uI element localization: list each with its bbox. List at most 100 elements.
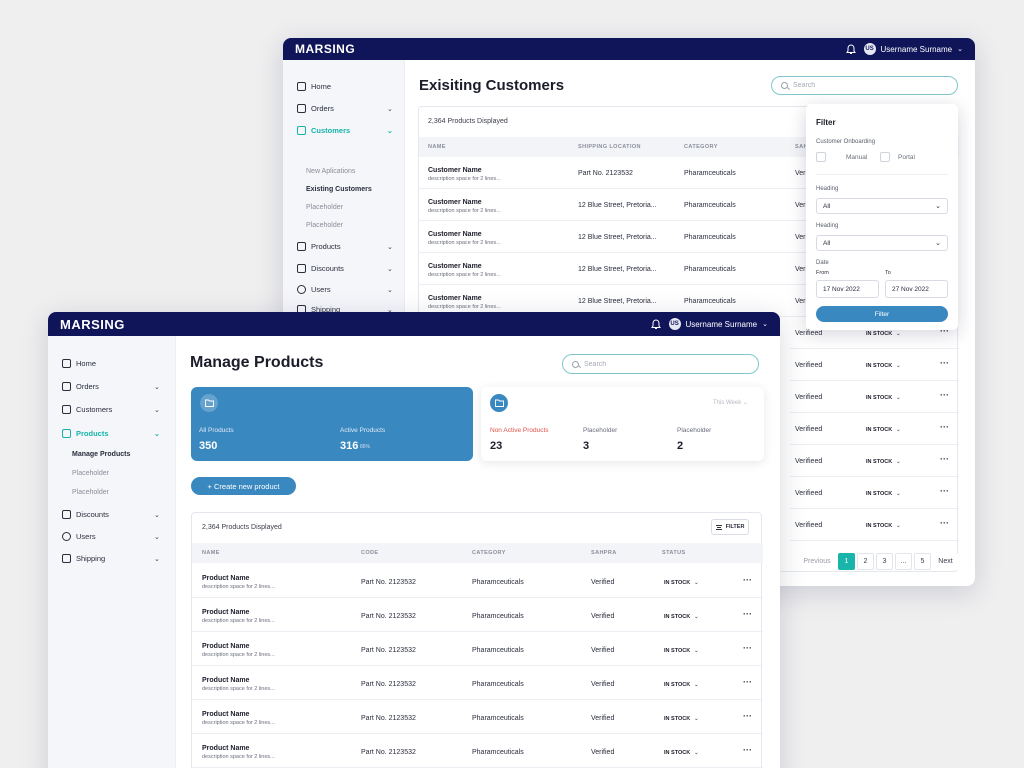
bell-icon[interactable] — [650, 318, 661, 330]
more-icon[interactable]: ··· — [940, 518, 949, 528]
sidebar-item-orders[interactable]: Orders ⌄ — [62, 382, 162, 391]
manual-checkbox[interactable]: Manual — [816, 152, 867, 162]
product-description: description space for 2 lines... — [202, 618, 275, 624]
search-box[interactable] — [562, 354, 759, 374]
bell-icon[interactable] — [845, 43, 856, 55]
table-row[interactable]: Product Name description space for 2 lin… — [192, 632, 763, 666]
search-box[interactable] — [771, 76, 958, 95]
filter-button[interactable]: FILTER — [711, 519, 749, 535]
table-row[interactable]: Product Name description space for 2 lin… — [192, 666, 763, 700]
user-name[interactable]: Username Surname — [880, 44, 953, 54]
sidebar-item-home[interactable]: Home — [62, 359, 96, 368]
stock-status[interactable]: IN STOCK ⌄ — [664, 614, 699, 620]
pagination-page-2[interactable]: 2 — [857, 553, 874, 570]
table-row[interactable]: Product Name description space for 2 lin… — [192, 700, 763, 734]
create-product-button[interactable]: + Create new product — [191, 477, 296, 495]
sidebar-sub-placeholder[interactable]: Placeholder — [72, 489, 109, 496]
pagination-page-5[interactable]: 5 — [914, 553, 931, 570]
sidebar-item-discounts[interactable]: Discounts ⌄ — [297, 264, 393, 273]
sidebar-item-products[interactable]: Products ⌄ — [62, 429, 162, 438]
pagination-next[interactable]: Next — [933, 553, 958, 570]
stock-status[interactable]: IN STOCK ⌄ — [866, 363, 901, 369]
user-name[interactable]: Username Surname — [685, 319, 758, 329]
pagination-page-1[interactable]: 1 — [838, 553, 855, 570]
date-to-field[interactable]: 27 Nov 2022 — [885, 280, 948, 298]
more-icon[interactable]: ··· — [940, 422, 949, 432]
stock-status[interactable]: IN STOCK ⌄ — [664, 580, 699, 586]
stock-status[interactable]: IN STOCK ⌄ — [866, 491, 901, 497]
users-icon — [62, 405, 71, 414]
user-icon — [62, 532, 71, 541]
more-icon[interactable]: ··· — [940, 358, 949, 368]
table-row[interactable]: Verifieed IN STOCK ⌄ ··· — [790, 349, 959, 381]
table-row[interactable]: Product Name description space for 2 lin… — [192, 564, 763, 598]
portal-checkbox[interactable]: Portal — [880, 152, 915, 162]
stock-status[interactable]: IN STOCK ⌄ — [866, 523, 901, 529]
table-row[interactable]: Product Name description space for 2 lin… — [192, 598, 763, 632]
sidebar-sub-placeholder[interactable]: Placeholder — [72, 470, 109, 477]
table-row[interactable]: Verifieed IN STOCK ⌄ ··· — [790, 509, 959, 541]
table-row[interactable]: Customer Name description space for 2 li… — [419, 253, 814, 285]
more-icon[interactable]: ··· — [940, 390, 949, 400]
more-icon[interactable]: ··· — [743, 575, 752, 585]
filter-icon — [715, 524, 722, 530]
more-icon[interactable]: ··· — [743, 677, 752, 687]
chevron-down-icon[interactable]: ⌄ — [957, 46, 963, 53]
stock-status[interactable]: IN STOCK ⌄ — [866, 395, 901, 401]
sidebar-item-products[interactable]: Products ⌄ — [297, 242, 393, 251]
more-icon[interactable]: ··· — [743, 745, 752, 755]
pagination-previous[interactable]: Previous — [803, 558, 831, 565]
more-icon[interactable]: ··· — [940, 454, 949, 464]
apply-filter-button[interactable]: Filter — [816, 306, 948, 322]
sidebar-sub-existing-customers[interactable]: Existing Customers — [306, 186, 372, 193]
stock-status[interactable]: IN STOCK ⌄ — [866, 459, 901, 465]
sidebar-sub-manage-products[interactable]: Manage Products — [72, 451, 131, 458]
date-from-field[interactable]: 17 Nov 2022 — [816, 280, 879, 298]
more-icon[interactable]: ··· — [743, 711, 752, 721]
search-input[interactable] — [793, 82, 934, 89]
stock-status[interactable]: IN STOCK ⌄ — [866, 427, 901, 433]
chevron-down-icon: ⌄ — [387, 127, 393, 135]
table-row[interactable]: Customer Name description space for 2 li… — [419, 221, 814, 253]
more-icon[interactable]: ··· — [940, 326, 949, 336]
heading-select[interactable]: All ⌄ — [816, 235, 948, 251]
sidebar-item-users[interactable]: Users ⌄ — [297, 285, 393, 294]
sidebar-item-discounts[interactable]: Discounts ⌄ — [62, 510, 162, 519]
sidebar-item-shipping[interactable]: Shipping ⌄ — [62, 554, 162, 563]
table-row[interactable]: Verifieed IN STOCK ⌄ ··· — [790, 413, 959, 445]
products-window: MARSING US Username Surname ⌄ Home Order… — [48, 312, 780, 768]
sidebar-item-customers[interactable]: Customers ⌄ — [62, 405, 162, 414]
sidebar-item-home[interactable]: Home — [297, 82, 331, 91]
stock-status[interactable]: IN STOCK ⌄ — [664, 648, 699, 654]
sidebar-item-orders[interactable]: Orders ⌄ — [297, 104, 393, 113]
more-icon[interactable]: ··· — [743, 609, 752, 619]
more-icon[interactable]: ··· — [940, 486, 949, 496]
pagination-page-3[interactable]: 3 — [876, 553, 893, 570]
sidebar-sub-placeholder[interactable]: Placeholder — [306, 204, 343, 211]
table-row[interactable]: Verifieed IN STOCK ⌄ ··· — [790, 317, 959, 349]
sidebar-item-customers[interactable]: Customers ⌄ — [297, 126, 393, 135]
table-row[interactable]: Customer Name description space for 2 li… — [419, 189, 814, 221]
more-icon[interactable]: ··· — [743, 643, 752, 653]
heading-select[interactable]: All ⌄ — [816, 198, 948, 214]
table-row[interactable]: Customer Name description space for 2 li… — [419, 157, 814, 189]
stock-status[interactable]: IN STOCK ⌄ — [664, 716, 699, 722]
table-row[interactable]: Verifieed IN STOCK ⌄ ··· — [790, 381, 959, 413]
product-description: description space for 2 lines... — [202, 754, 275, 760]
placeholder-label: Placeholder — [677, 427, 712, 434]
chevron-down-icon[interactable]: ⌄ — [762, 321, 768, 328]
search-input[interactable] — [584, 360, 733, 368]
table-row[interactable]: Verifieed IN STOCK ⌄ ··· — [790, 477, 959, 509]
stock-status[interactable]: IN STOCK ⌄ — [664, 750, 699, 756]
avatar[interactable]: US — [668, 318, 681, 330]
avatar[interactable]: US — [863, 43, 876, 55]
stock-status[interactable]: IN STOCK ⌄ — [866, 331, 901, 337]
chevron-down-icon: ⌄ — [694, 750, 699, 756]
sidebar-sub-placeholder[interactable]: Placeholder — [306, 222, 343, 229]
stock-status[interactable]: IN STOCK ⌄ — [664, 682, 699, 688]
sidebar-sub-new-applications[interactable]: New Aplications — [306, 168, 356, 175]
table-row[interactable]: Verifieed IN STOCK ⌄ ··· — [790, 445, 959, 477]
period-select[interactable]: This Week ⌄ — [713, 400, 748, 406]
sidebar-item-users[interactable]: Users ⌄ — [62, 532, 162, 541]
table-row[interactable]: Product Name description space for 2 lin… — [192, 734, 763, 768]
